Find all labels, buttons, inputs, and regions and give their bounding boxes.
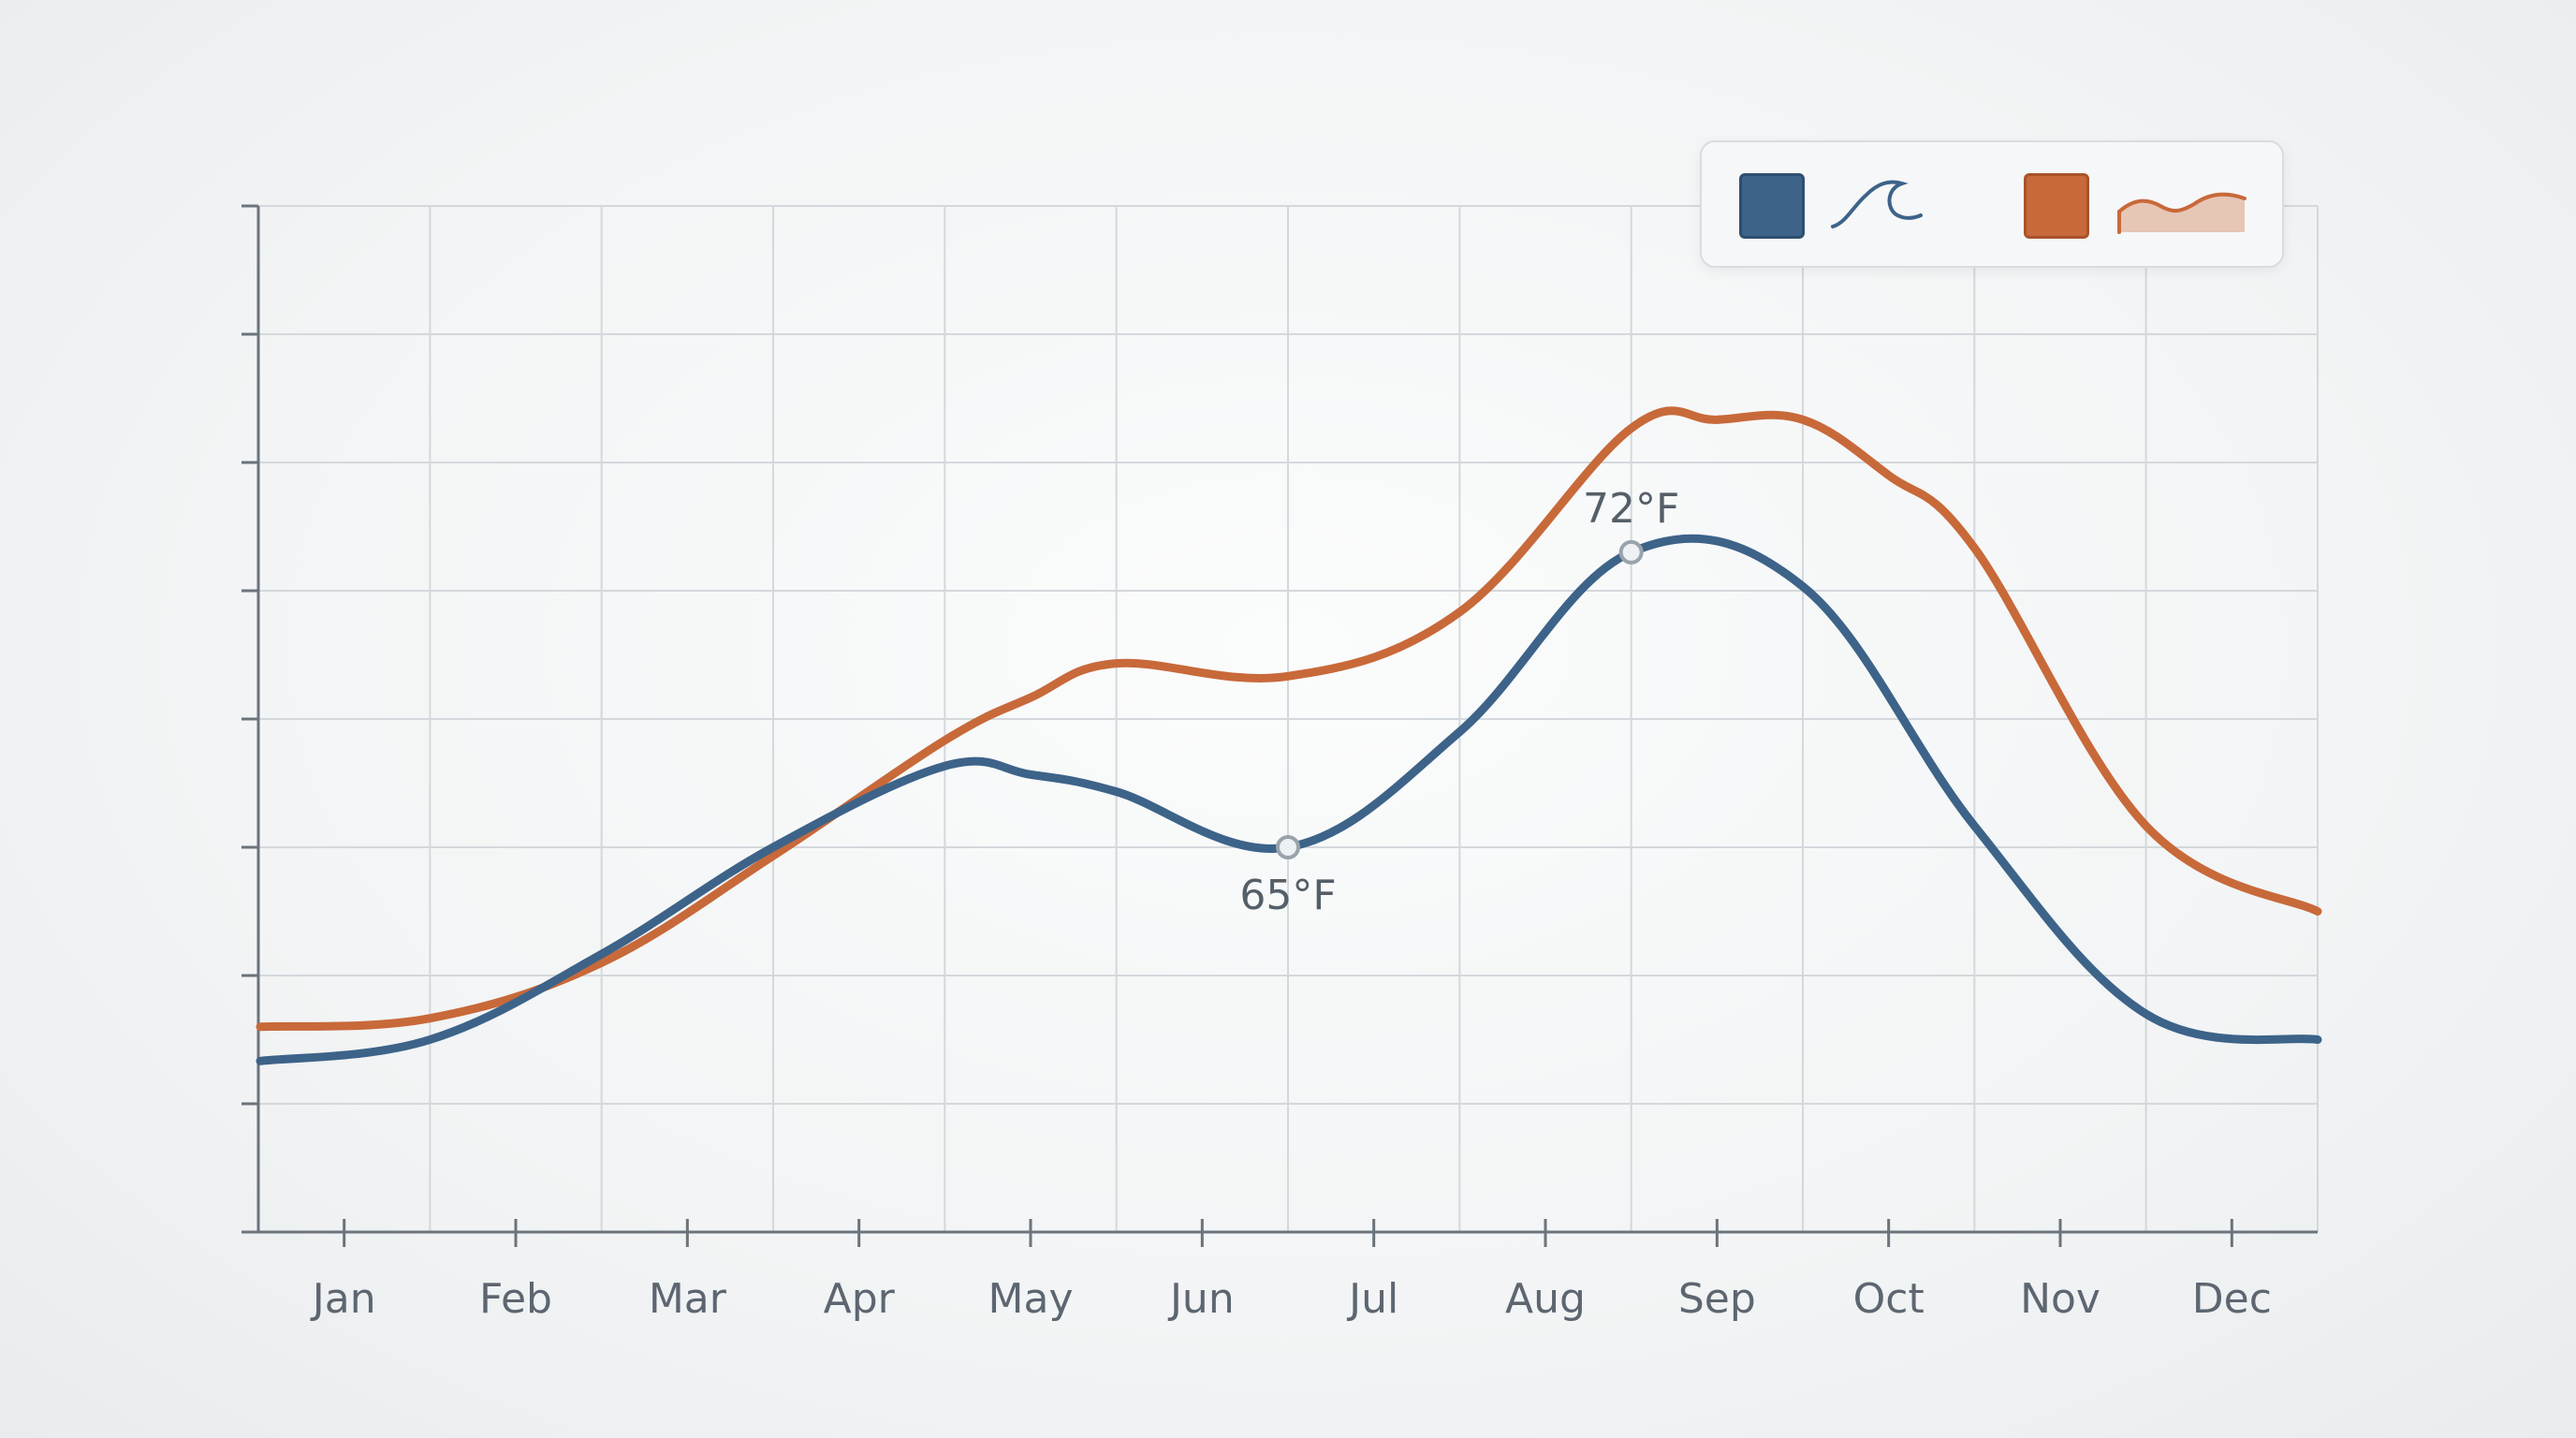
x-tick-label: May (988, 1275, 1074, 1323)
x-tick-label: Jul (1346, 1275, 1398, 1323)
x-tick-label: Jan (310, 1275, 376, 1323)
x-tick-label: Oct (1853, 1275, 1925, 1323)
annotation-markers (1276, 539, 1644, 859)
annotation-marker (1618, 539, 1644, 565)
x-tick-label: Apr (824, 1275, 896, 1323)
gridlines (258, 205, 2319, 1232)
series-line-2 (256, 406, 2322, 1032)
labels: Jan Feb Mar Apr May Jun Jul Aug Sep Oct Nov Dec 65°F… (310, 485, 2272, 1323)
annotation-label: 72°F (1583, 485, 1679, 533)
legend (1700, 140, 2284, 268)
legend-swatch-series-1 (1739, 173, 1805, 239)
x-tick-label: Mar (649, 1275, 727, 1323)
x-tick-label: Jun (1167, 1275, 1235, 1323)
x-tick-label: Aug (1505, 1275, 1586, 1323)
x-tick-label: Feb (479, 1275, 552, 1323)
axes (242, 204, 2318, 1247)
area-wave-icon (2117, 192, 2247, 234)
x-tick-label: Nov (2020, 1275, 2100, 1323)
annotation-label: 65°F (1239, 872, 1336, 919)
legend-swatch-series-2 (2024, 173, 2089, 239)
x-tick-label: Dec (2192, 1275, 2272, 1323)
x-tick-label: Sep (1678, 1275, 1756, 1323)
wave-icon (1831, 180, 1923, 228)
annotation-marker (1276, 835, 1300, 859)
